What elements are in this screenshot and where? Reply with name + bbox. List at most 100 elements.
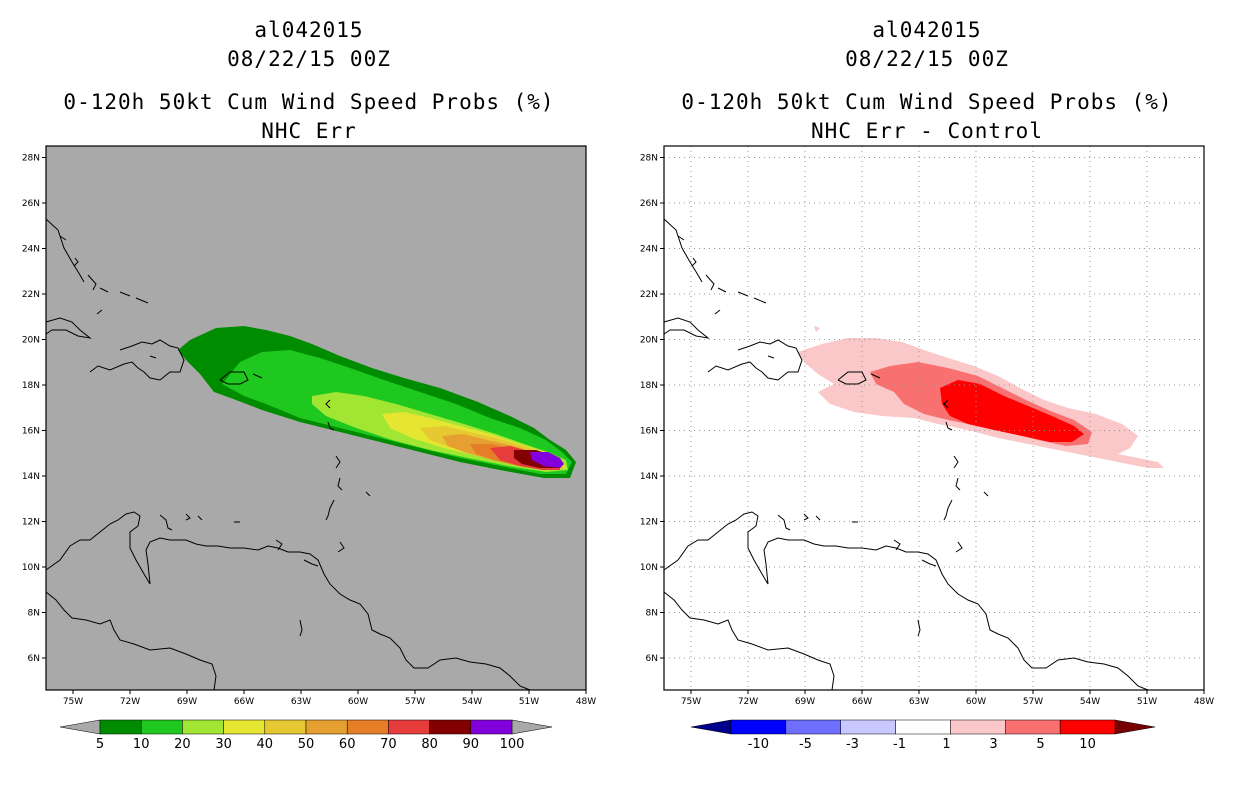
- colorbar-label: 50: [298, 737, 315, 752]
- coastline: [87, 274, 109, 293]
- lon-label: 72W: [738, 697, 758, 707]
- coastline: [955, 541, 963, 553]
- coastline: [149, 355, 157, 359]
- lon-label: 63W: [291, 697, 311, 707]
- colorbar-swatch: [140, 719, 183, 735]
- colorbar-label: 5: [96, 737, 104, 752]
- right-subtitle: NHC Err - Control: [811, 119, 1043, 143]
- left-panel: 6N 8N 10N 12N 14N 16N 18N 20N 22N 24N 26N 28N 75W 72W…: [22, 18, 596, 752]
- colorbar-swatch: [730, 719, 787, 735]
- colorbar-label: 30: [215, 737, 232, 752]
- coastline: [663, 591, 835, 691]
- coastline: [943, 499, 953, 521]
- lat-label: 24N: [22, 245, 40, 255]
- coastline: [677, 235, 697, 267]
- lat-label: 12N: [22, 518, 40, 528]
- lon-label: 75W: [681, 697, 701, 707]
- colorbar-swatch: [950, 719, 1006, 735]
- coastline: [707, 361, 757, 373]
- coastline: [737, 291, 767, 304]
- colorbar-label: 20: [174, 737, 191, 752]
- left-product-title: 0-120h 50kt Cum Wind Speed Probs (%): [63, 90, 555, 114]
- coastline: [119, 339, 185, 381]
- lon-label: 66W: [234, 697, 254, 707]
- colorbar-label: 80: [421, 737, 438, 752]
- lat-label: 14N: [22, 472, 40, 482]
- lon-label: 72W: [120, 697, 140, 707]
- coastline: [45, 591, 217, 691]
- grid-lines: [664, 146, 1204, 690]
- right-storm-id: al042015: [872, 18, 982, 42]
- coastline: [777, 514, 791, 531]
- coastline: [252, 373, 263, 379]
- coastline: [953, 455, 959, 469]
- colorbar-label: -1: [893, 737, 906, 752]
- coastline: [365, 491, 371, 497]
- colorbar-swatch: [429, 719, 472, 735]
- coastline: [945, 421, 953, 431]
- colorbar-swatch: [1059, 719, 1116, 735]
- map-border: [45, 145, 587, 691]
- coastline: [96, 309, 103, 315]
- right-map: 6N 8N 10N 12N 14N 16N 18N 20N 22N 24N 26N 28N 75W 72W…: [640, 145, 1214, 752]
- coastline: [59, 235, 79, 267]
- coastline: [663, 317, 710, 339]
- coastline: [275, 539, 283, 551]
- colorbar: 5 10 20 30 40 50 60 70 80 90 100: [59, 719, 553, 752]
- lat-label: 24N: [640, 245, 658, 255]
- coastline: [303, 559, 319, 567]
- lon-label: 60W: [348, 697, 368, 707]
- lat-label: 6N: [646, 654, 658, 664]
- colorbar-swatch: [785, 719, 841, 735]
- coastline: [803, 513, 821, 521]
- left-subtitle: NHC Err: [261, 119, 357, 143]
- lon-label: 51W: [519, 697, 539, 707]
- coastlines: [663, 218, 1149, 691]
- colorbar-label: 40: [257, 737, 274, 752]
- coastline: [45, 511, 531, 691]
- colorbar-swatch: [264, 719, 307, 735]
- coastline: [337, 477, 343, 491]
- coastline: [159, 514, 173, 531]
- probability-contours: [178, 326, 576, 478]
- lon-label: 57W: [405, 697, 425, 707]
- lon-label: 69W: [177, 697, 197, 707]
- lat-label: 14N: [640, 472, 658, 482]
- coastline: [917, 619, 921, 637]
- lon-label: 48W: [1194, 697, 1214, 707]
- colorbar-high-end: [511, 719, 553, 735]
- lat-label: 26N: [640, 199, 658, 209]
- lat-label: 6N: [28, 654, 40, 664]
- lat-label: 18N: [640, 381, 658, 391]
- lon-label: 63W: [909, 697, 929, 707]
- coastline: [219, 371, 249, 385]
- colorbar-swatch: [470, 719, 513, 735]
- coastline: [983, 491, 989, 497]
- lat-label: 16N: [22, 427, 40, 437]
- lon-label: 51W: [1137, 697, 1157, 707]
- colorbar-label: 5: [1036, 737, 1044, 752]
- coastline: [325, 499, 335, 521]
- colorbar-swatch: [99, 719, 142, 735]
- colorbar-label: 10: [133, 737, 150, 752]
- colorbar-label: -10: [748, 737, 769, 752]
- coastline: [663, 511, 1149, 691]
- lat-label: 12N: [640, 518, 658, 528]
- lat-label: 22N: [22, 290, 40, 300]
- lat-label: 20N: [22, 336, 40, 346]
- lat-label: 16N: [640, 427, 658, 437]
- lon-label: 48W: [576, 697, 596, 707]
- coastline: [837, 371, 867, 385]
- colorbar-swatch: [346, 719, 389, 735]
- coastline: [337, 541, 345, 553]
- coastline: [325, 399, 331, 409]
- coastline: [663, 218, 703, 283]
- colorbar-label: -5: [799, 737, 812, 752]
- lat-label: 22N: [640, 290, 658, 300]
- coastline: [185, 513, 203, 521]
- colorbar-swatch: [223, 719, 266, 735]
- coastlines: [45, 218, 531, 691]
- contour-fill-9: [530, 452, 564, 468]
- lon-label: 54W: [462, 697, 482, 707]
- colorbar: -10 -5 -3 -1 1 3 5 10: [690, 719, 1156, 752]
